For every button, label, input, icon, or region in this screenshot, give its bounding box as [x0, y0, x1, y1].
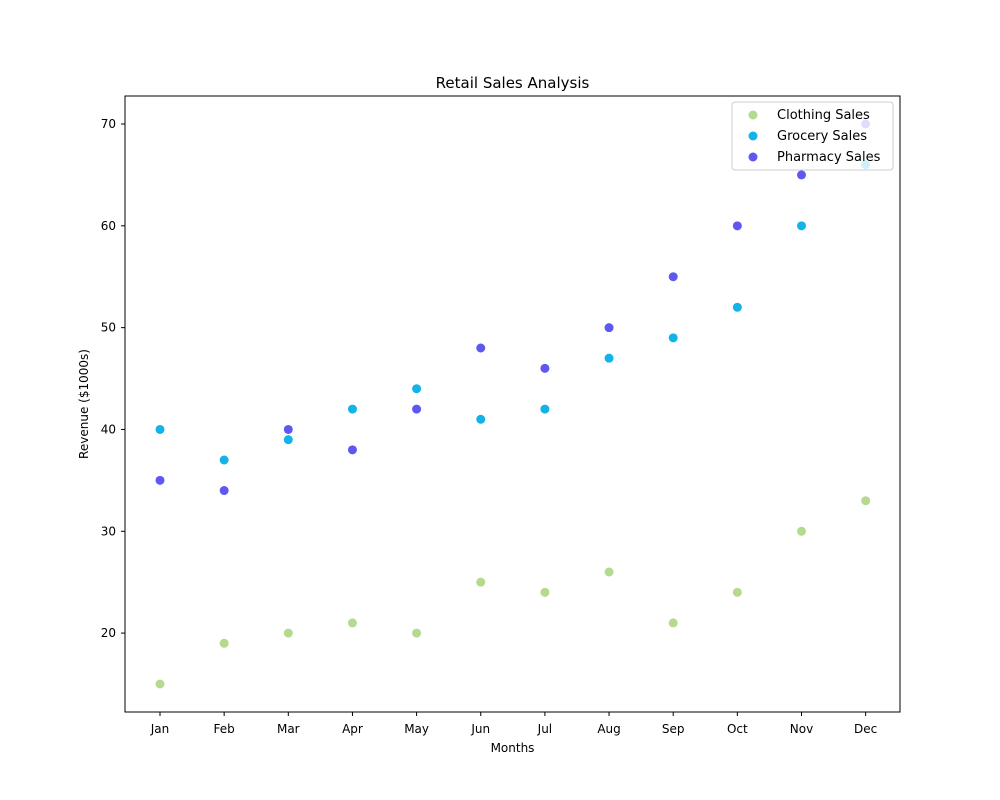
- x-tick-label: Dec: [854, 722, 877, 736]
- data-point: [412, 404, 422, 414]
- data-point: [476, 343, 486, 353]
- data-point: [219, 638, 229, 648]
- data-point: [283, 424, 293, 434]
- data-point: [604, 567, 614, 577]
- data-point: [732, 587, 742, 597]
- data-point: [347, 404, 357, 414]
- data-point: [668, 333, 678, 343]
- data-point: [412, 384, 422, 394]
- legend-label: Grocery Sales: [777, 129, 867, 144]
- y-axis: 20 30 40 50 60 70: [101, 117, 125, 640]
- data-point: [732, 302, 742, 312]
- data-point: [476, 577, 486, 587]
- data-point: [155, 424, 165, 434]
- data-point: [668, 272, 678, 282]
- data-point: [540, 404, 550, 414]
- plot-frame: [124, 95, 901, 713]
- data-point: [155, 679, 165, 689]
- x-tick-label: Jan: [150, 722, 170, 736]
- legend-marker: [748, 131, 758, 141]
- x-axis-label: Months: [491, 741, 535, 755]
- data-point: [219, 455, 229, 465]
- y-tick-label: 50: [101, 321, 116, 335]
- x-tick-label: Feb: [214, 722, 235, 736]
- y-tick-label: 60: [101, 219, 116, 233]
- data-point: [604, 323, 614, 333]
- data-point: [155, 475, 165, 485]
- y-tick-label: 70: [101, 117, 116, 131]
- x-tick-label: Nov: [790, 722, 813, 736]
- data-point: [540, 363, 550, 373]
- data-point: [797, 221, 806, 231]
- legend-marker: [748, 152, 758, 162]
- legend-label: Pharmacy Sales: [777, 150, 881, 165]
- y-axis-label: Revenue ($1000s): [77, 349, 91, 459]
- data-point: [604, 353, 614, 363]
- data-point: [732, 221, 742, 231]
- data-point: [476, 414, 486, 424]
- data-point: [540, 587, 550, 597]
- x-tick-label: Oct: [727, 722, 748, 736]
- data-point: [668, 618, 678, 628]
- x-tick-label: Mar: [277, 722, 300, 736]
- plot-area: [155, 119, 871, 689]
- y-tick-label: 40: [101, 422, 116, 436]
- x-tick-label: May: [404, 722, 429, 736]
- data-point: [797, 170, 806, 180]
- data-point: [347, 618, 357, 628]
- data-point: [797, 526, 806, 536]
- x-tick-label: Sep: [662, 722, 685, 736]
- data-point: [861, 496, 871, 506]
- data-point: [412, 628, 422, 638]
- y-tick-label: 20: [101, 626, 116, 640]
- chart-title: Retail Sales Analysis: [436, 74, 590, 92]
- x-axis: Jan Feb Mar Apr May Jun Jul Aug Sep Oct Nov Dec: [150, 712, 877, 736]
- legend-label: Clothing Sales: [777, 108, 870, 123]
- legend: Clothing Sales Grocery Sales Pharmacy Sale…: [731, 101, 894, 171]
- series-pharmacy-sales: [155, 119, 871, 496]
- data-point: [219, 486, 229, 496]
- x-tick-label: Jul: [537, 722, 552, 736]
- x-tick-label: Jun: [470, 722, 490, 736]
- legend-marker: [748, 110, 758, 120]
- data-point: [347, 445, 357, 455]
- data-point: [283, 628, 293, 638]
- x-tick-label: Apr: [342, 722, 363, 736]
- series-grocery-sales: [155, 160, 871, 465]
- data-point: [283, 435, 293, 445]
- series-clothing-sales: [155, 496, 871, 689]
- legend-box: [731, 101, 894, 171]
- x-tick-label: Aug: [597, 722, 620, 736]
- y-tick-label: 30: [101, 524, 116, 538]
